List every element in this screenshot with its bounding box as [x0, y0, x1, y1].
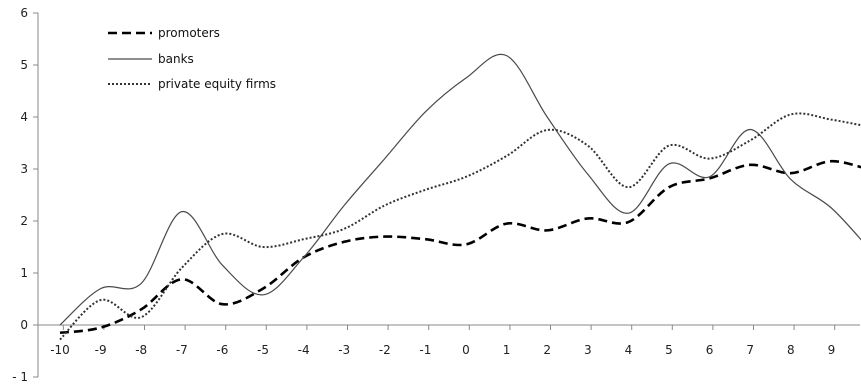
- x-tick-label: -9: [95, 343, 107, 357]
- x-tick-label: 4: [625, 343, 633, 357]
- y-tick-label: 0: [20, 318, 28, 332]
- x-tick-label: -4: [298, 343, 310, 357]
- y-tick-label: 2: [20, 214, 28, 228]
- x-tick-label: 2: [543, 343, 551, 357]
- x-tick-label: 0: [462, 343, 470, 357]
- x-tick-label: -10: [50, 343, 70, 357]
- legend-label-private-equity-firms: private equity firms: [158, 77, 276, 91]
- y-tick-label: - 1: [12, 370, 28, 384]
- x-tick-label: -2: [379, 343, 391, 357]
- series-lines: [59, 53, 861, 341]
- series-line-promoters: [59, 159, 861, 335]
- legend-label-promoters: promoters: [158, 26, 220, 40]
- x-tick-label: -7: [176, 343, 188, 357]
- x-tick-label: -3: [338, 343, 350, 357]
- legend: promoters banks private equity firms: [108, 26, 276, 91]
- x-tick-label: 7: [746, 343, 754, 357]
- y-tick-label: 3: [20, 162, 28, 176]
- y-tick-label: 5: [20, 58, 28, 72]
- x-tick-label: 9: [828, 343, 836, 357]
- x-tick-label: 8: [787, 343, 795, 357]
- y-tick-label: 4: [20, 110, 28, 124]
- x-tick-label: 5: [665, 343, 673, 357]
- series-line-banks: [59, 53, 861, 326]
- series-line-private-equity-firms: [59, 112, 861, 341]
- x-tick-label: -8: [135, 343, 147, 357]
- legend-label-banks: banks: [158, 52, 194, 66]
- y-tick-label: 1: [20, 266, 28, 280]
- x-tick-label: 3: [584, 343, 592, 357]
- x-tick-label: -1: [419, 343, 431, 357]
- y-tick-label: 6: [20, 6, 28, 20]
- x-tick-label: 1: [503, 343, 511, 357]
- x-tick-label: -5: [257, 343, 269, 357]
- x-tick-label: -6: [216, 343, 228, 357]
- x-tick-label: 6: [706, 343, 714, 357]
